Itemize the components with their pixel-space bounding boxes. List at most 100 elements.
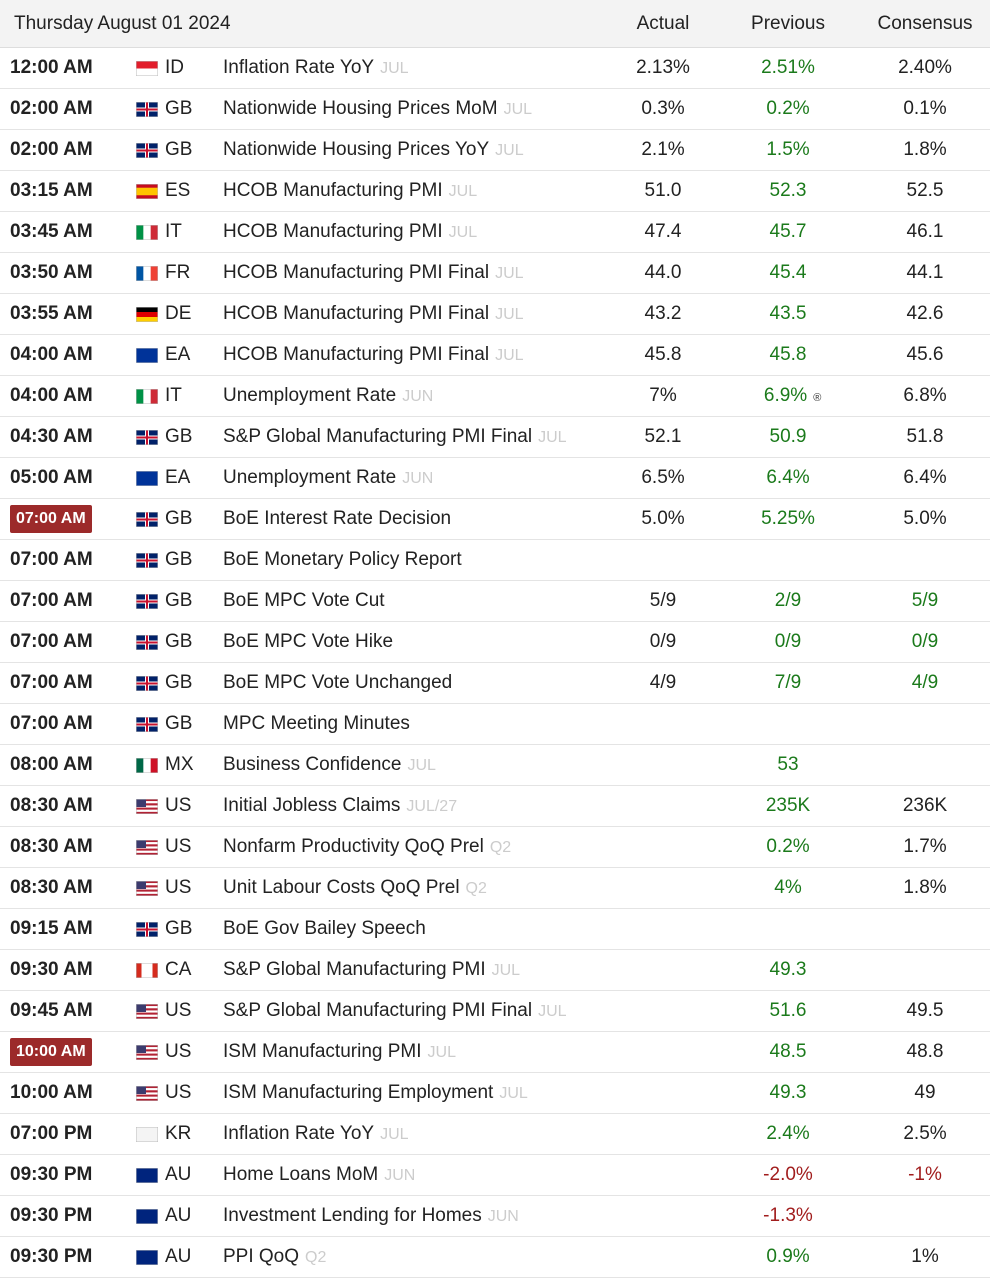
flag-part — [150, 389, 158, 404]
time: 05:00 AM — [10, 467, 93, 488]
previous-cell: 0/9 — [775, 631, 801, 653]
flag — [136, 922, 158, 937]
event-row: 07:00 AM GB BoE Monetary Policy Report — [0, 540, 990, 581]
time: 04:00 AM — [10, 385, 93, 406]
flag-part — [136, 799, 158, 802]
flag-part — [136, 850, 158, 853]
column-header: Actual — [636, 12, 690, 34]
consensus: 44.1 — [906, 262, 944, 283]
actual: 0/9 — [649, 631, 677, 652]
event-name: BoE Interest Rate Decision — [223, 508, 452, 529]
country: GB — [165, 672, 193, 693]
header-row: Thursday August 01 2024 Actual Previous … — [0, 0, 990, 48]
flag-part — [136, 1209, 158, 1224]
previous-cell: 5.25% — [761, 508, 815, 530]
flag-border — [136, 512, 158, 527]
country: GB — [165, 98, 193, 119]
previous-cell: 0.2% — [766, 98, 809, 120]
country: US — [165, 836, 192, 857]
flag-part — [136, 840, 146, 848]
event-row: 08:00 AM MX Business Confidence JUL 53 — [0, 745, 990, 786]
time: 07:00 AM — [10, 713, 93, 734]
consensus: 6.4% — [903, 467, 947, 488]
flag-border — [136, 307, 158, 322]
flag-part — [136, 1168, 158, 1183]
country: CA — [165, 959, 192, 980]
flag — [136, 348, 158, 363]
flag — [136, 1209, 158, 1224]
flag-part — [136, 61, 158, 69]
time: 02:00 AM — [10, 139, 93, 160]
actual: 5/9 — [649, 590, 677, 611]
time: 09:30 PM — [10, 1164, 93, 1185]
period: JUL — [503, 101, 533, 118]
time: 07:00 PM — [10, 1123, 93, 1144]
flag-part — [136, 811, 158, 814]
previous: -2.0% — [763, 1164, 813, 1185]
flag — [136, 266, 158, 281]
flag — [136, 758, 158, 773]
flag-part — [136, 1053, 158, 1056]
event-cell: HCOB Manufacturing PMI Final JUL — [223, 344, 524, 366]
time: 07:00 AM — [10, 590, 93, 611]
flag — [136, 717, 158, 732]
previous: 6.4% — [766, 467, 810, 488]
period: Q2 — [465, 880, 487, 897]
consensus: 49.5 — [906, 1000, 944, 1021]
flag-part — [136, 881, 158, 884]
event-name: Inflation Rate YoY — [223, 57, 375, 78]
time: 07:00 AM — [10, 631, 93, 652]
previous-cell: 2.4% — [766, 1123, 809, 1145]
flag-part — [136, 801, 158, 804]
flag-part — [136, 758, 144, 773]
period: JUL — [495, 347, 524, 364]
consensus: 5/9 — [911, 590, 939, 611]
flag-part — [136, 312, 158, 318]
consensus: 1.8% — [903, 139, 947, 160]
flag-part — [136, 842, 158, 845]
country: DE — [165, 303, 192, 324]
flag — [136, 389, 158, 404]
flag-part — [136, 1096, 158, 1099]
event-cell: ISM Manufacturing PMI JUL — [223, 1041, 456, 1063]
event-row: 09:30 PM AU PPI QoQ Q2 0.9% 1% — [0, 1237, 990, 1278]
period: JUL/27 — [406, 798, 458, 815]
previous: 52.3 — [769, 180, 807, 201]
event-name: Investment Lending for Homes — [223, 1205, 482, 1226]
event-name: Unemployment Rate — [223, 385, 397, 406]
country: GB — [165, 426, 193, 447]
country: GB — [165, 918, 193, 939]
event-name: Initial Jobless Claims — [223, 795, 401, 816]
period: JUN — [402, 388, 434, 405]
period: Q2 — [305, 1249, 327, 1266]
flag-part — [136, 848, 158, 851]
consensus: 0/9 — [911, 631, 939, 652]
flag-part — [136, 1016, 158, 1019]
flag-part — [150, 225, 158, 240]
flag-part — [136, 1014, 158, 1017]
period: JUL — [495, 265, 524, 282]
flag-part — [136, 641, 158, 644]
flag-part — [136, 887, 158, 890]
actual: 7% — [649, 385, 677, 406]
event-row: 02:00 AM GB Nationwide Housing Prices YoY J… — [0, 130, 990, 171]
flag-part — [136, 889, 158, 892]
event-row: 08:30 AM US Initial Jobless Claims JUL/27 23… — [0, 786, 990, 827]
date-title: Thursday August 01 2024 — [14, 12, 231, 34]
flag — [136, 840, 158, 855]
actual: 45.8 — [644, 344, 682, 365]
consensus: 52.5 — [906, 180, 944, 201]
flag-border — [136, 1209, 158, 1224]
event-cell: Nonfarm Productivity QoQ Prel Q2 — [223, 836, 511, 858]
event-cell: Unemployment Rate JUN — [223, 385, 433, 407]
flag-part — [136, 108, 158, 111]
time: 02:00 AM — [10, 98, 93, 119]
actual: 47.4 — [644, 221, 682, 242]
previous-cell: 48.5 — [770, 1041, 807, 1063]
country: GB — [165, 508, 193, 529]
consensus: 51.8 — [906, 426, 944, 447]
event-cell: S&P Global Manufacturing PMI Final JUL — [223, 426, 567, 448]
flag-part — [136, 891, 158, 894]
flag — [136, 553, 158, 568]
